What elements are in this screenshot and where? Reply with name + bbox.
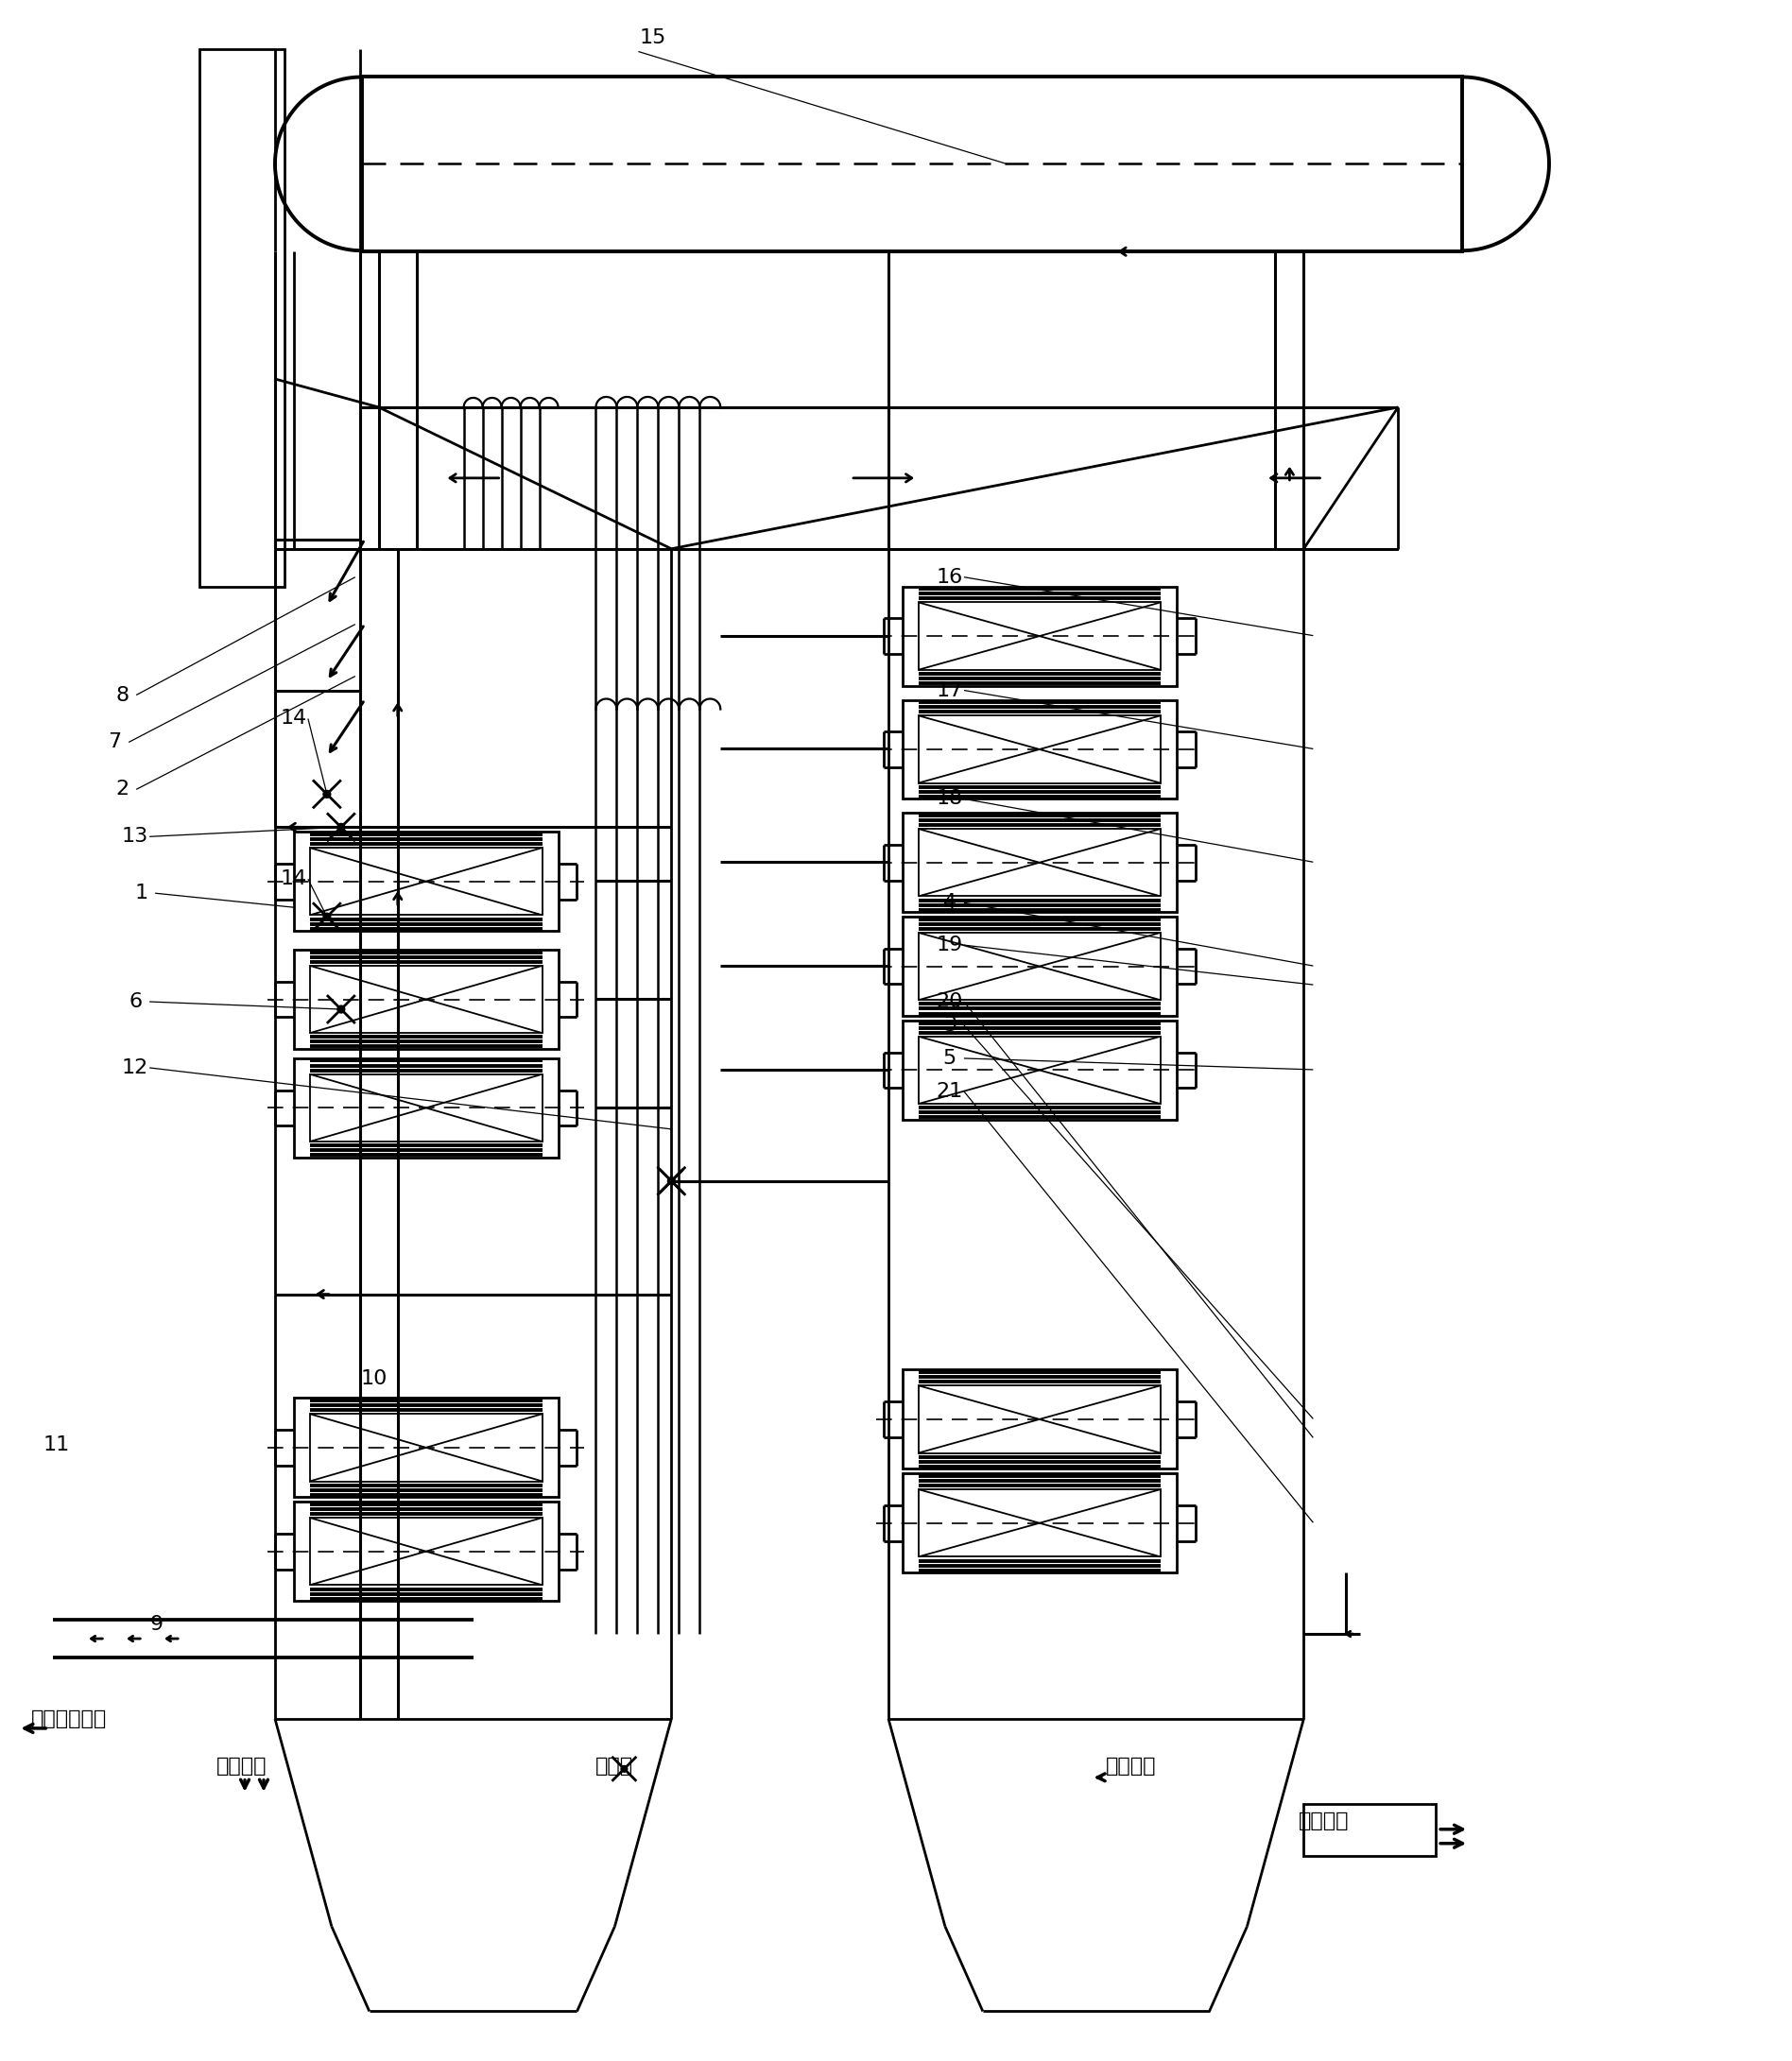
Text: 8: 8 (115, 686, 129, 705)
Text: 5: 5 (943, 1049, 957, 1068)
Text: 19: 19 (937, 936, 962, 954)
Text: 1: 1 (134, 884, 147, 903)
Bar (362, 76, 1462, 251)
Text: 14: 14 (281, 870, 306, 888)
Bar (903, 701, 1176, 800)
Bar (903, 587, 1176, 686)
Text: 3: 3 (943, 1016, 957, 1035)
Circle shape (668, 1177, 676, 1185)
Bar (919, 1490, 1161, 1556)
Text: 20: 20 (937, 991, 964, 1012)
Circle shape (622, 1766, 627, 1772)
Bar (199, 49, 285, 587)
Text: 4: 4 (943, 892, 957, 913)
Bar (310, 847, 543, 915)
Bar (310, 1074, 543, 1142)
Bar (294, 833, 557, 932)
Bar (919, 1385, 1161, 1453)
Circle shape (323, 913, 330, 921)
Text: 14: 14 (281, 709, 306, 728)
Bar (919, 934, 1161, 1000)
Text: 10: 10 (360, 1371, 387, 1389)
Bar (903, 1474, 1176, 1573)
Bar (903, 1371, 1176, 1469)
Bar (310, 1517, 543, 1585)
Bar (919, 829, 1161, 897)
Text: 9: 9 (151, 1616, 163, 1634)
Bar (310, 1414, 543, 1482)
Bar (919, 715, 1161, 783)
Text: 21: 21 (937, 1082, 962, 1101)
Circle shape (337, 1006, 344, 1012)
Bar (294, 1397, 557, 1496)
Bar (919, 1037, 1161, 1105)
Circle shape (337, 824, 344, 831)
Bar (919, 602, 1161, 670)
Circle shape (323, 791, 330, 798)
Text: 烟气出口: 烟气出口 (1299, 1812, 1349, 1830)
Bar (294, 1059, 557, 1158)
Text: 给水进口: 给水进口 (1106, 1756, 1156, 1775)
Bar (903, 1020, 1176, 1119)
Bar (1305, 1803, 1435, 1855)
Text: 7: 7 (108, 734, 122, 752)
Circle shape (668, 1177, 674, 1185)
Text: 再循环: 再循环 (595, 1756, 634, 1775)
Bar (903, 917, 1176, 1016)
Text: 2: 2 (115, 779, 129, 800)
Text: 11: 11 (43, 1437, 70, 1455)
Bar (294, 1502, 557, 1601)
Text: 16: 16 (937, 567, 962, 587)
Text: 15: 15 (640, 29, 667, 47)
Text: 18: 18 (937, 789, 962, 808)
Text: 烟气进口: 烟气进口 (217, 1756, 267, 1775)
Bar (903, 812, 1176, 913)
Bar (294, 950, 557, 1049)
Bar (310, 967, 543, 1033)
Text: 13: 13 (122, 826, 149, 847)
Text: 17: 17 (937, 680, 962, 701)
Text: 过热蒸汽出口: 过热蒸汽出口 (32, 1709, 108, 1729)
Text: 6: 6 (129, 991, 142, 1012)
Text: 12: 12 (122, 1057, 149, 1078)
